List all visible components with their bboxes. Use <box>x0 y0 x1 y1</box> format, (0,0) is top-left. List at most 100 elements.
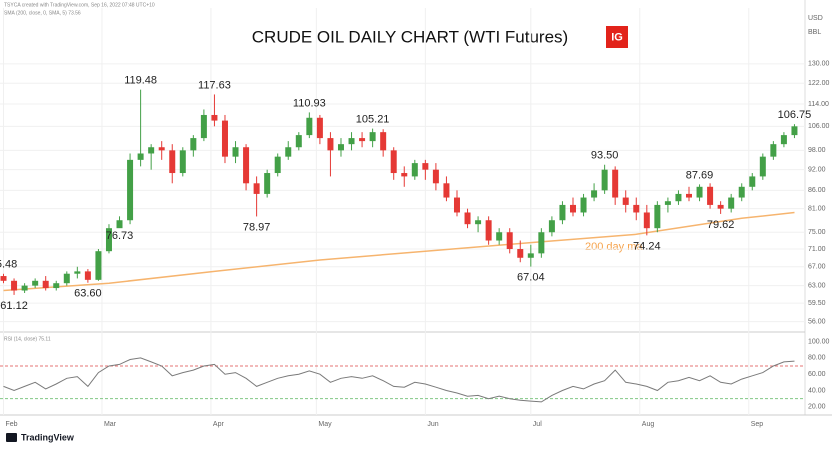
candle-body <box>148 147 155 154</box>
price-annotation: 106.75 <box>778 109 812 121</box>
candle-body <box>664 201 671 205</box>
x-tick-label: Apr <box>213 421 225 428</box>
candle-body <box>285 147 292 157</box>
candle-body <box>348 138 355 145</box>
candle-body <box>253 183 260 194</box>
price-annotation: 76.73 <box>106 230 134 242</box>
x-tick-label: Feb <box>6 421 18 428</box>
candle-body <box>654 204 661 229</box>
y-tick-label: 75.00 <box>808 229 826 236</box>
candle-body <box>464 212 471 225</box>
rsi-tick-label: 40.00 <box>808 387 826 394</box>
candle-body <box>633 204 640 213</box>
price-annotation: 119.48 <box>124 75 157 87</box>
candle-body <box>422 163 429 170</box>
candle-body <box>717 204 724 209</box>
candle-body <box>738 186 745 198</box>
candle-body <box>591 190 598 198</box>
candle-body <box>42 280 49 289</box>
candle-body <box>390 150 397 174</box>
ma-legend: SMA (200, close, 0, SMA, 5) 73.56 <box>4 10 81 16</box>
brand: TradingView <box>21 432 75 442</box>
candle-body <box>527 253 534 258</box>
price-annotation: 78.97 <box>243 221 271 233</box>
y-tick-label: 122.00 <box>808 80 830 87</box>
candle-body <box>21 285 28 291</box>
y-tick-label: 106.00 <box>808 123 830 130</box>
candle-body <box>95 251 102 280</box>
candle-body <box>569 204 576 213</box>
candle-body <box>169 150 176 174</box>
candle-body <box>517 249 524 258</box>
ma-label: 200 day ma <box>585 241 643 253</box>
candle-body <box>548 220 555 233</box>
price-annotation: 74.24 <box>633 240 661 252</box>
candle-body <box>158 147 165 151</box>
candle-body <box>749 176 756 187</box>
candle-body <box>453 197 460 213</box>
candle-body <box>612 169 619 198</box>
candle-body <box>137 153 144 160</box>
rsi-tick-label: 20.00 <box>808 404 826 411</box>
candle-body <box>791 126 798 136</box>
y-tick-label: 81.00 <box>808 206 826 213</box>
candle-body <box>0 276 7 281</box>
candle-body <box>306 117 313 136</box>
credit: TSYCA created with TradingView.com, Sep … <box>4 2 155 8</box>
candle-body <box>432 169 439 184</box>
brand-logo <box>6 433 17 442</box>
price-annotation: 105.21 <box>356 114 390 126</box>
candle-body <box>84 271 91 280</box>
candle-body <box>337 144 344 151</box>
unit: USD <box>808 15 823 22</box>
badge-bg <box>606 26 628 48</box>
candle-body <box>63 273 70 284</box>
moving-average <box>3 211 795 292</box>
candle-body <box>232 147 239 157</box>
candle-body <box>622 197 629 205</box>
x-tick-label: May <box>318 421 332 428</box>
y-tick-label: 59.50 <box>808 300 826 307</box>
price-annotation: 67.04 <box>517 271 545 283</box>
price-annotation: 61.12 <box>0 300 28 312</box>
price-annotation: 79.62 <box>707 219 735 231</box>
candle-body <box>496 232 503 241</box>
x-tick-label: Jul <box>533 421 542 428</box>
price-annotation: 63.60 <box>74 288 102 300</box>
candle-body <box>190 138 197 151</box>
candle-body <box>74 271 81 274</box>
y-tick-label: 114.00 <box>808 101 829 108</box>
rsi-tick-label: 60.00 <box>808 371 826 378</box>
candle-body <box>707 186 714 205</box>
candle-body <box>559 204 566 221</box>
candle-body <box>759 156 766 177</box>
candle-body <box>728 197 735 209</box>
price-annotation: 93.50 <box>591 150 619 162</box>
rsi-legend: RSI (14, close) 75.11 <box>4 336 51 342</box>
candle-body <box>127 159 134 221</box>
price-annotation: 110.93 <box>293 97 326 109</box>
candle-body <box>675 193 682 202</box>
x-tick-label: Sep <box>751 421 764 428</box>
price-annotation: 65.48 <box>0 259 17 271</box>
candle-body <box>316 117 323 139</box>
rsi-tick-label: 100.00 <box>808 338 830 345</box>
y-tick-label: 67.00 <box>808 264 826 271</box>
candle-body <box>359 138 366 142</box>
candle-body <box>116 220 123 229</box>
candle-body <box>538 232 545 254</box>
candle-body <box>264 173 271 194</box>
candle-body <box>580 197 587 213</box>
y-tick-label: 71.00 <box>808 246 826 253</box>
unit: BBL <box>808 29 821 36</box>
candle-body <box>327 138 334 151</box>
candle-body <box>485 220 492 241</box>
candle-body <box>221 120 228 157</box>
y-tick-label: 92.00 <box>808 167 826 174</box>
candle-body <box>200 114 207 139</box>
rsi-line <box>3 357 795 403</box>
candle-body <box>780 135 787 145</box>
x-tick-label: Jun <box>427 421 438 428</box>
candle-body <box>295 135 302 148</box>
